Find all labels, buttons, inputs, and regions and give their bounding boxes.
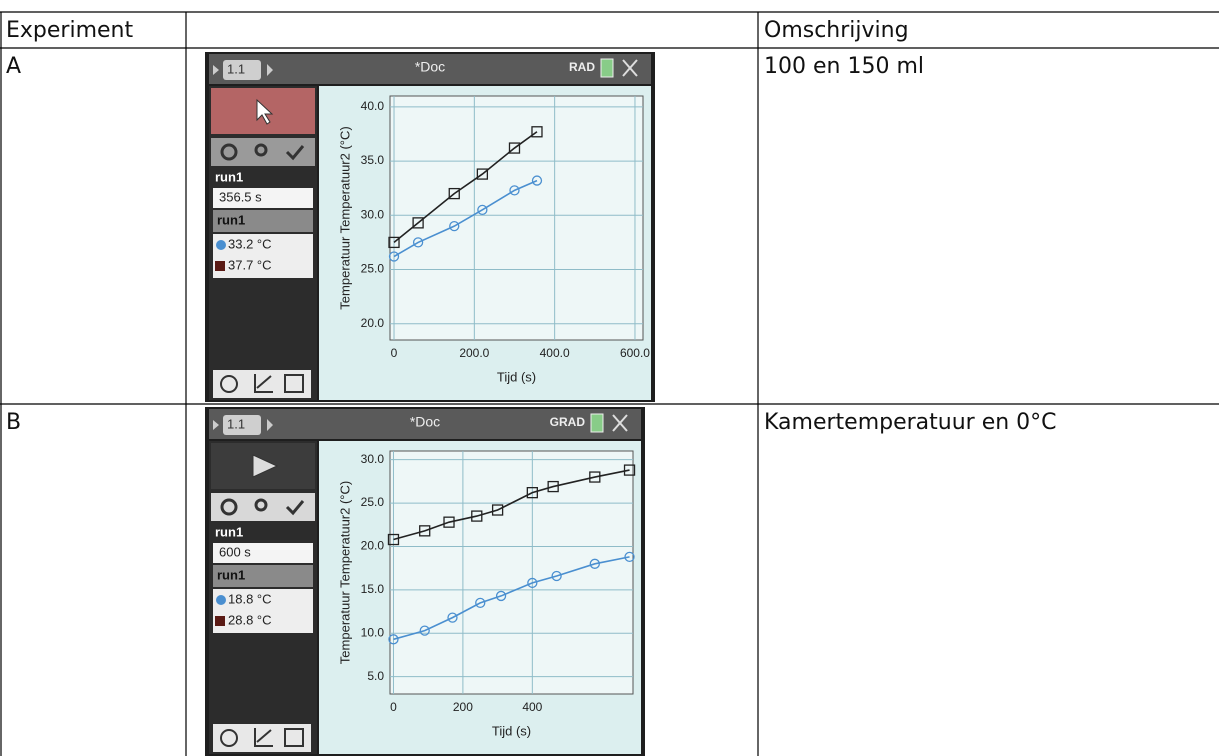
battery-icon: [591, 414, 603, 432]
reading-swatch: [216, 595, 226, 605]
x-axis-label: Tijd (s): [497, 369, 536, 384]
y-tick-label: 30.0: [361, 207, 385, 221]
y-axis-label: Temperatuur Temperatuur2 (°C): [337, 481, 352, 664]
reading: 28.8 °C: [228, 612, 272, 627]
row-label: A: [6, 54, 21, 79]
run-select-label: run1: [217, 212, 245, 227]
reading: 37.7 °C: [228, 257, 272, 272]
reading-swatch: [215, 616, 225, 626]
x-tick-label: 400.0: [540, 346, 570, 360]
header-cell: Experiment: [6, 18, 133, 43]
row-description: 100 en 150 ml: [764, 54, 924, 79]
angle-mode: RAD: [569, 60, 595, 74]
run-name: run1: [215, 524, 243, 539]
run-time: 356.5 s: [219, 189, 262, 204]
run-time: 600 s: [219, 544, 251, 559]
row-description: Kamertemperatuur en 0°C: [764, 410, 1057, 435]
tab-label: 1.1: [227, 416, 245, 431]
x-tick-label: 0: [390, 700, 397, 714]
y-tick-label: 20.0: [361, 539, 385, 553]
y-tick-label: 35.0: [361, 153, 385, 167]
reading-swatch: [215, 261, 225, 271]
y-tick-label: 25.0: [361, 262, 385, 276]
calculator-screen: 1.1 *Doc RAD run1 356.5 s run1 33.2 °C 37.7 °C 2…: [205, 52, 655, 402]
tab-label: 1.1: [227, 61, 245, 76]
y-axis-label: Temperatuur Temperatuur2 (°C): [337, 126, 352, 309]
plot-area: [390, 451, 633, 694]
run-name: run1: [215, 169, 243, 184]
run-select-label: run1: [217, 567, 245, 582]
y-tick-label: 15.0: [361, 582, 385, 596]
x-tick-label: 0: [391, 346, 398, 360]
header-cell: Omschrijving: [764, 18, 909, 43]
x-tick-label: 200: [453, 700, 473, 714]
battery-icon: [601, 59, 613, 77]
reading: 33.2 °C: [228, 236, 272, 251]
plot-area: [390, 96, 643, 340]
row-label: B: [6, 410, 21, 435]
doc-title: *Doc: [415, 59, 445, 75]
y-tick-label: 20.0: [361, 316, 385, 330]
calculator-screen: 1.1 *Doc GRAD run1 600 s run1 18.8 °C 28.8 °C 5.…: [205, 407, 645, 756]
x-axis-label: Tijd (s): [492, 723, 531, 738]
y-tick-label: 25.0: [361, 495, 385, 509]
page: Experiment Omschrijving A 100 en 150 ml …: [0, 0, 1219, 756]
reading-swatch: [216, 240, 226, 250]
y-tick-label: 10.0: [361, 625, 385, 639]
document: Experiment Omschrijving A 100 en 150 ml …: [0, 0, 1219, 756]
doc-title: *Doc: [410, 414, 440, 430]
angle-mode: GRAD: [550, 415, 586, 429]
x-tick-label: 600.0: [620, 346, 650, 360]
y-tick-label: 30.0: [361, 452, 385, 466]
y-tick-label: 5.0: [367, 669, 384, 683]
x-tick-label: 200.0: [459, 346, 489, 360]
x-tick-label: 400: [522, 700, 542, 714]
reading: 18.8 °C: [228, 591, 272, 606]
y-tick-label: 40.0: [361, 99, 385, 113]
